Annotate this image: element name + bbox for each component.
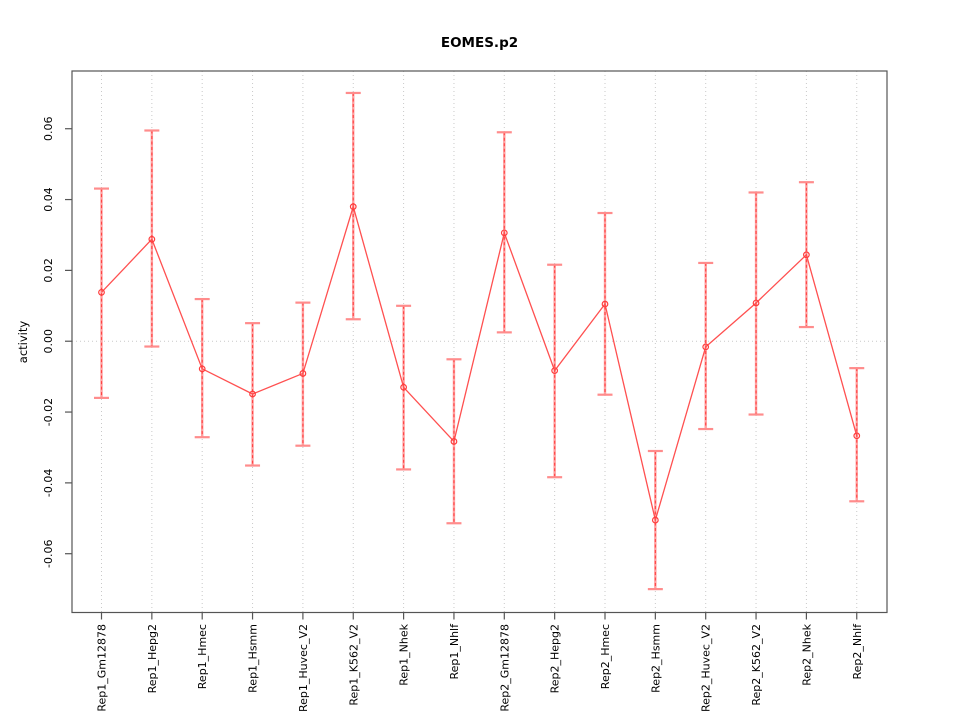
x-tick-label: Rep2_Huvec_V2 bbox=[700, 624, 713, 712]
data-point bbox=[98, 288, 105, 296]
axes-layer: 0.06 0.04 0.02 0.00 -0.02 -0.04 -0.06 Rep1_Gm12… bbox=[42, 70, 888, 712]
x-tick-label: Rep2_Hepg2 bbox=[549, 624, 562, 693]
x-tick-label: Rep1_Gm12878 bbox=[96, 624, 109, 712]
x-tick-label: Rep2_Nhek bbox=[800, 623, 813, 685]
gridlines bbox=[72, 71, 887, 613]
data-point bbox=[803, 251, 810, 259]
data-point bbox=[249, 390, 256, 398]
y-tick-label: 0.00 bbox=[42, 329, 55, 354]
y-tick-label: -0.02 bbox=[42, 398, 55, 426]
y-tick-label: -0.06 bbox=[42, 539, 55, 567]
y-tick-label: 0.02 bbox=[42, 258, 55, 283]
x-tick-label: Rep2_Gm12878 bbox=[498, 624, 511, 712]
y-tick-label: 0.06 bbox=[42, 116, 55, 141]
x-tick-label: Rep1_Hmec bbox=[196, 624, 209, 689]
series-line bbox=[101, 204, 858, 523]
plot-frame bbox=[71, 70, 888, 614]
data-point bbox=[198, 365, 206, 373]
data-point bbox=[450, 438, 458, 445]
x-tick-label: Rep2_Nhlf bbox=[851, 623, 864, 680]
data-point bbox=[349, 203, 357, 211]
chart-title: EOMES.p2 bbox=[441, 35, 518, 51]
data-point bbox=[551, 367, 559, 375]
data-point bbox=[299, 370, 307, 377]
y-tick-label: -0.04 bbox=[42, 469, 55, 497]
data-point bbox=[752, 299, 760, 307]
x-tick-label: Rep1_Huvec_V2 bbox=[297, 624, 310, 712]
x-tick-label: Rep2_Hsmm bbox=[649, 624, 662, 693]
x-tick-label: Rep1_K562_V2 bbox=[347, 624, 360, 706]
x-tick-label: Rep2_K562_V2 bbox=[750, 624, 763, 706]
data-point bbox=[702, 343, 710, 351]
y-axis-title: activity bbox=[16, 321, 30, 364]
data-point bbox=[400, 383, 408, 391]
data-point bbox=[601, 300, 609, 308]
x-tick-label: Rep2_Hmec bbox=[599, 624, 612, 689]
x-tick-label: Rep1_Nhek bbox=[398, 623, 411, 685]
data-point bbox=[148, 235, 156, 243]
series-layer bbox=[94, 91, 865, 591]
x-tick-label: Rep1_Hepg2 bbox=[146, 624, 159, 693]
data-point bbox=[853, 432, 861, 440]
data-point bbox=[500, 229, 508, 237]
data-point bbox=[651, 516, 659, 524]
x-tick-label: Rep1_Hsmm bbox=[247, 624, 260, 693]
y-tick-label: 0.04 bbox=[42, 187, 55, 212]
x-tick-label: Rep1_Nhlf bbox=[448, 623, 461, 680]
